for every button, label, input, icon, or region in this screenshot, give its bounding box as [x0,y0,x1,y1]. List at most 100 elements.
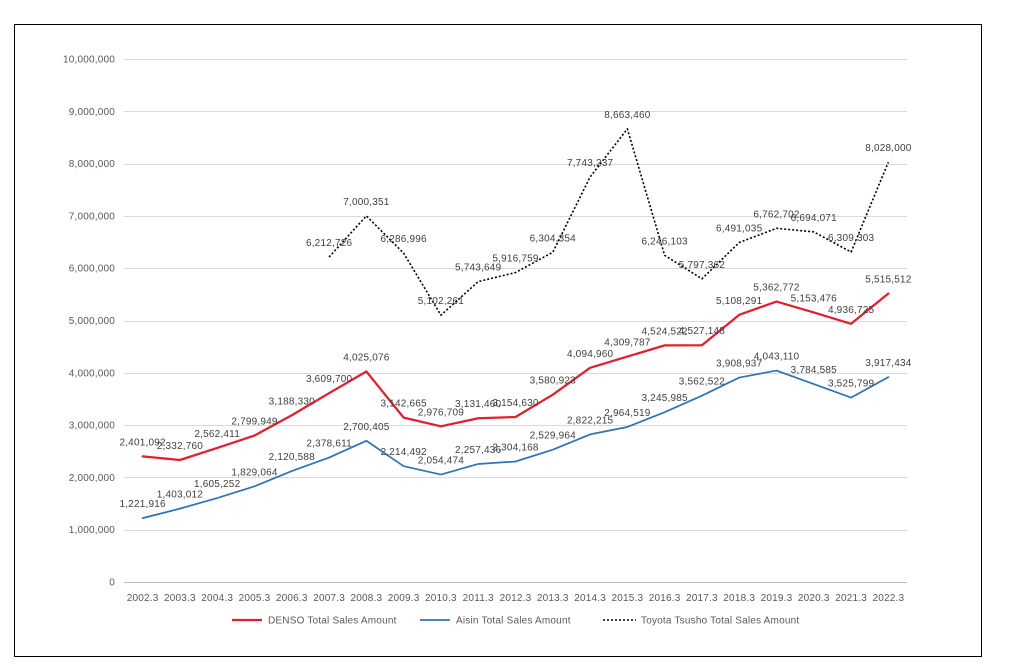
data-label-denso: 5,108,291 [716,296,763,307]
x-axis-tick-labels: 2002.3 2003.3 2004.3 2005.3 2006.3 2007.3 2008… [127,593,905,604]
x-tick-label: 2003.3 [164,593,196,604]
x-tick-label: 2004.3 [201,593,233,604]
data-label-denso: 5,362,772 [753,283,800,294]
data-label-toyota: 5,916,759 [492,254,539,265]
chart-border [14,24,982,657]
x-tick-label: 2010.3 [425,593,457,604]
series-line-aisin [141,369,890,519]
data-label-aisin: 2,304,168 [492,443,539,454]
data-label-denso: 3,609,700 [306,374,353,385]
data-label-denso: 3,188,330 [269,396,316,407]
x-tick-label: 2013.3 [537,593,569,604]
x-tick-label: 2012.3 [500,593,532,604]
data-label-aisin: 3,908,937 [716,359,763,370]
data-label-toyota: 6,694,071 [791,213,838,224]
y-tick-label: 2,000,000 [69,473,116,484]
data-label-aisin: 1,829,064 [231,467,278,478]
data-label-aisin: 3,525,799 [828,379,875,390]
data-label-denso: 3,580,923 [530,376,577,387]
data-label-aisin: 2,700,405 [343,422,390,433]
data-label-denso: 2,799,949 [231,417,278,428]
data-label-aisin: 2,964,519 [604,408,651,419]
x-tick-label: 2021.3 [835,593,867,604]
x-tick-label: 2016.3 [649,593,681,604]
y-tick-label: 9,000,000 [69,107,116,118]
legend-item-aisin: Aisin Total Sales Amount [420,616,571,627]
x-tick-label: 2019.3 [761,593,793,604]
data-label-toyota: 6,304,354 [530,233,577,244]
x-tick-label: 2011.3 [463,593,494,604]
x-tick-label: 2007.3 [313,593,345,604]
y-tick-label: 5,000,000 [69,316,116,327]
data-label-aisin: 2,120,588 [269,452,316,463]
x-tick-label: 2017.3 [686,593,718,604]
data-label-denso: 4,309,787 [604,338,651,349]
y-tick-label: 10,000,000 [63,55,115,66]
x-tick-label: 2006.3 [276,593,308,604]
y-axis-tick-labels: 0 1,000,000 2,000,000 3,000,000 4,000,000 5,0… [63,55,115,589]
data-label-toyota: 6,286,996 [380,234,427,245]
data-label-denso: 3,131,460 [455,399,502,410]
x-tick-label: 2014.3 [574,593,606,604]
data-label-denso: 3,142,665 [380,399,427,410]
data-label-denso: 4,524,522 [641,326,688,337]
legend: DENSO Total Sales Amount Aisin Total Sal… [232,616,799,627]
data-label-toyota: 5,102,261 [418,296,465,307]
x-tick-label: 2022.3 [873,593,905,604]
y-tick-label: 1,000,000 [69,525,116,536]
x-tick-label: 2009.3 [388,593,420,604]
y-tick-label: 4,000,000 [69,368,116,379]
x-tick-label: 2015.3 [612,593,644,604]
y-tick-label: 0 [109,578,115,589]
series-lines [141,128,890,519]
data-label-denso: 2,562,411 [194,429,240,440]
data-label-aisin: 1,403,012 [157,490,204,501]
data-label-aisin: 3,917,434 [865,358,912,369]
data-label-aisin: 3,562,522 [679,377,726,388]
data-label-toyota: 6,212,726 [306,238,353,249]
series-line-denso [141,292,890,462]
data-label-aisin: 2,822,215 [567,415,614,426]
x-tick-label: 2005.3 [239,593,271,604]
y-tick-label: 7,000,000 [69,211,116,222]
data-label-toyota: 7,000,351 [343,197,390,208]
x-tick-label: 2002.3 [127,593,159,604]
legend-item-denso: DENSO Total Sales Amount [232,616,397,627]
data-label-denso: 4,936,725 [828,305,875,316]
x-tick-label: 2018.3 [723,593,755,604]
data-label-denso: 5,515,512 [865,275,912,286]
data-label-toyota: 7,743,237 [567,158,614,169]
data-label-toyota: 8,028,000 [865,143,912,154]
data-label-denso: 4,025,076 [343,353,390,364]
y-tick-label: 8,000,000 [69,159,116,170]
data-label-aisin: 2,054,474 [418,456,465,467]
data-label-toyota: 6,491,035 [716,224,763,235]
data-label-toyota: 6,762,702 [753,209,800,220]
data-label-toyota: 5,743,649 [455,263,502,274]
data-label-aisin: 3,784,585 [791,365,838,376]
data-label-toyota: 5,797,362 [679,260,726,271]
data-label-toyota: 6,246,103 [641,236,688,247]
data-label-denso: 3,154,630 [492,398,539,409]
data-label-aisin: 1,221,916 [119,499,166,510]
data-label-denso: 2,401,092 [119,437,166,448]
data-label-aisin: 2,214,492 [380,447,427,458]
legend-item-toyota-tsusho: Toyota Tsusho Total Sales Amount [603,616,799,627]
legend-label-toyota-tsusho: Toyota Tsusho Total Sales Amount [641,616,799,627]
data-label-denso: 2,976,709 [418,407,465,418]
data-label-aisin: 3,245,985 [641,393,688,404]
y-tick-label: 3,000,000 [69,421,116,432]
data-label-aisin: 4,043,110 [754,352,800,363]
data-label-aisin: 2,378,611 [306,439,352,450]
data-label-denso: 2,332,760 [157,441,204,452]
data-label-denso: 4,094,960 [567,349,614,360]
data-label-toyota: 8,663,460 [604,110,651,121]
legend-label-aisin: Aisin Total Sales Amount [456,616,571,627]
series-line-toyota [328,128,890,316]
gridlines [124,59,907,583]
data-label-denso: 4,527,148 [679,326,726,337]
legend-label-denso: DENSO Total Sales Amount [268,616,397,627]
data-label-aisin: 1,605,252 [194,479,241,490]
